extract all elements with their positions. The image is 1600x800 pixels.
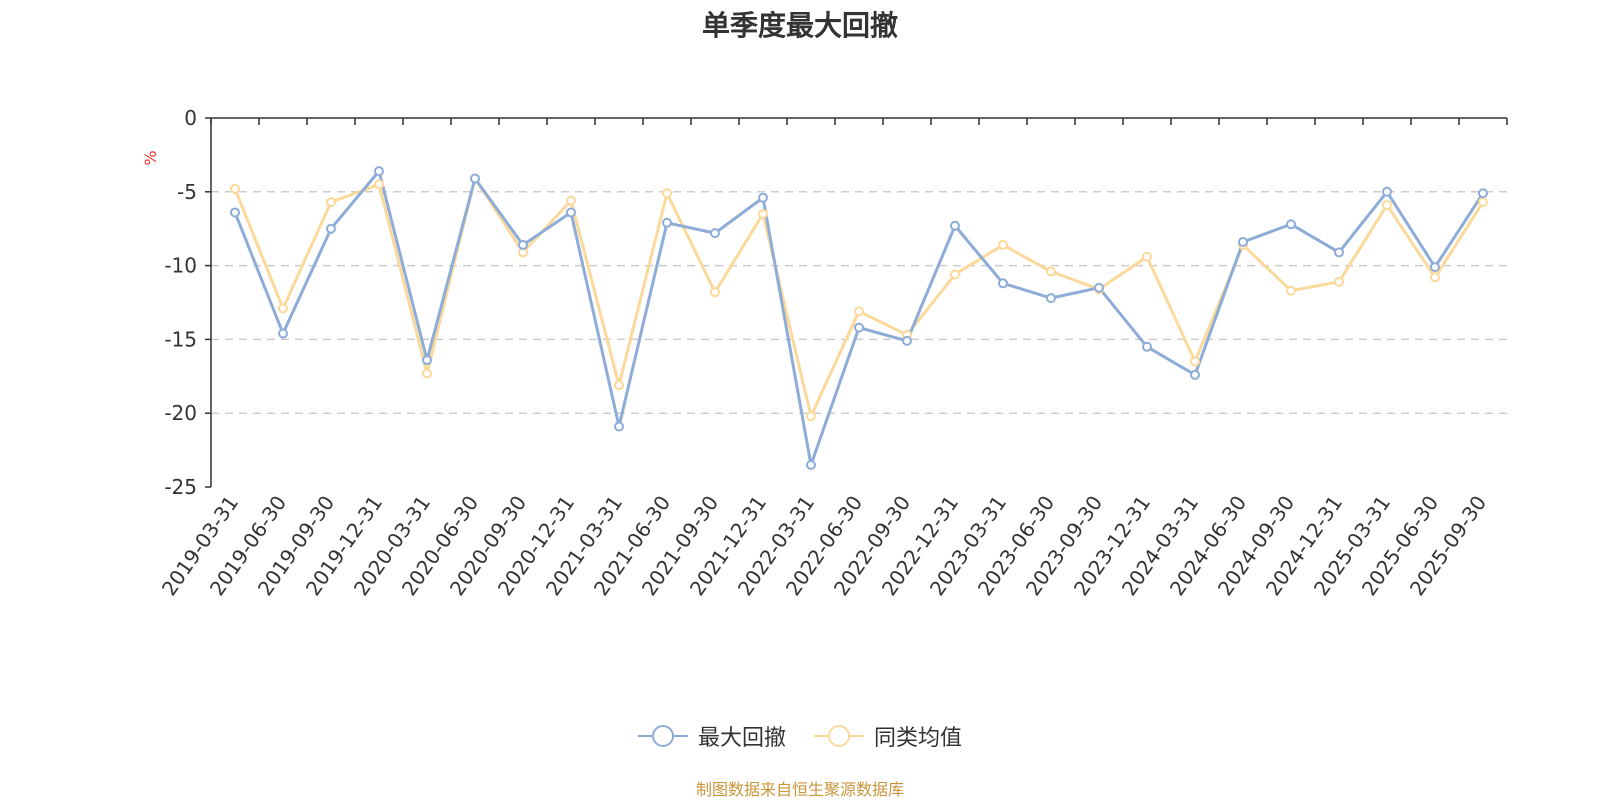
series-1-point [758,192,768,203]
series-1-point [470,173,480,184]
series-2-point [326,197,336,208]
y-tick-label: -25 [164,475,197,499]
legend-line-circle-icon [637,724,688,748]
series-1-point [326,223,336,234]
series-1-point [662,217,672,228]
y-tick-label: 0 [184,106,197,130]
series-2-point [1190,356,1200,367]
chart-title: 单季度最大回撤 [701,9,898,42]
series-1-point [1190,369,1200,380]
series-1-point [854,322,864,333]
series-1-point [1382,186,1392,197]
legend-item-series-2[interactable]: 同类均值 [814,720,962,752]
data-source-note: 制图数据来自恒生聚源数据库 [695,780,904,799]
legend-label-series-1: 最大回撤 [697,726,786,751]
series-2-point [1046,266,1056,277]
series-2-point [662,188,672,199]
series-1-point [1478,188,1488,199]
y-tick-label: -5 [177,180,197,204]
series-2-point [998,239,1008,250]
series-1-point [1094,282,1104,293]
series-1-point [1142,341,1152,352]
series-2-point [614,380,624,391]
series-2-point [1478,197,1488,208]
y-tick-label: -10 [164,254,197,278]
series-1-point [1334,247,1344,258]
series-1-point [566,207,576,218]
y-axis-label: % [141,150,160,165]
series-1-point [710,228,720,239]
series-1-point [230,207,240,218]
series-1-point [902,335,912,346]
series-line-1 [233,169,1485,467]
series-line-2 [233,177,1485,418]
series-1-point [422,355,432,366]
series-2-point [1286,285,1296,296]
series-2-point [1334,276,1344,287]
series-2-point [806,411,816,422]
legend-label-series-2: 同类均值 [874,726,963,751]
series-1-point [1286,219,1296,230]
series-2-point [1430,272,1440,283]
series-2-point [1382,200,1392,211]
series-2-point [566,195,576,206]
series-1-point [950,220,960,231]
series-1-point [1046,293,1056,304]
series-1-point [614,421,624,432]
series-1-point [278,328,288,339]
series-2-point [950,269,960,280]
series-2-point [854,306,864,317]
series-2-point [1142,251,1152,262]
series-2-point [230,183,240,194]
y-tick-label: -20 [164,401,197,425]
series-2-point [758,208,768,219]
series-1-point [1430,262,1440,273]
series-1-point [1238,236,1248,247]
series-2-point [710,287,720,298]
series-1-point [374,166,384,177]
series-1-point [518,239,528,250]
y-tick-label: -15 [164,327,197,351]
legend-item-series-1[interactable]: 最大回撤 [637,720,786,752]
series-2-point [374,179,384,190]
legend: 最大回撤 同类均值 [0,720,1600,752]
series-2-point [278,303,288,314]
legend-line-circle-icon [814,724,864,748]
series-1-point [998,278,1008,289]
series-2-point [422,368,432,379]
series-1-point [806,459,816,470]
